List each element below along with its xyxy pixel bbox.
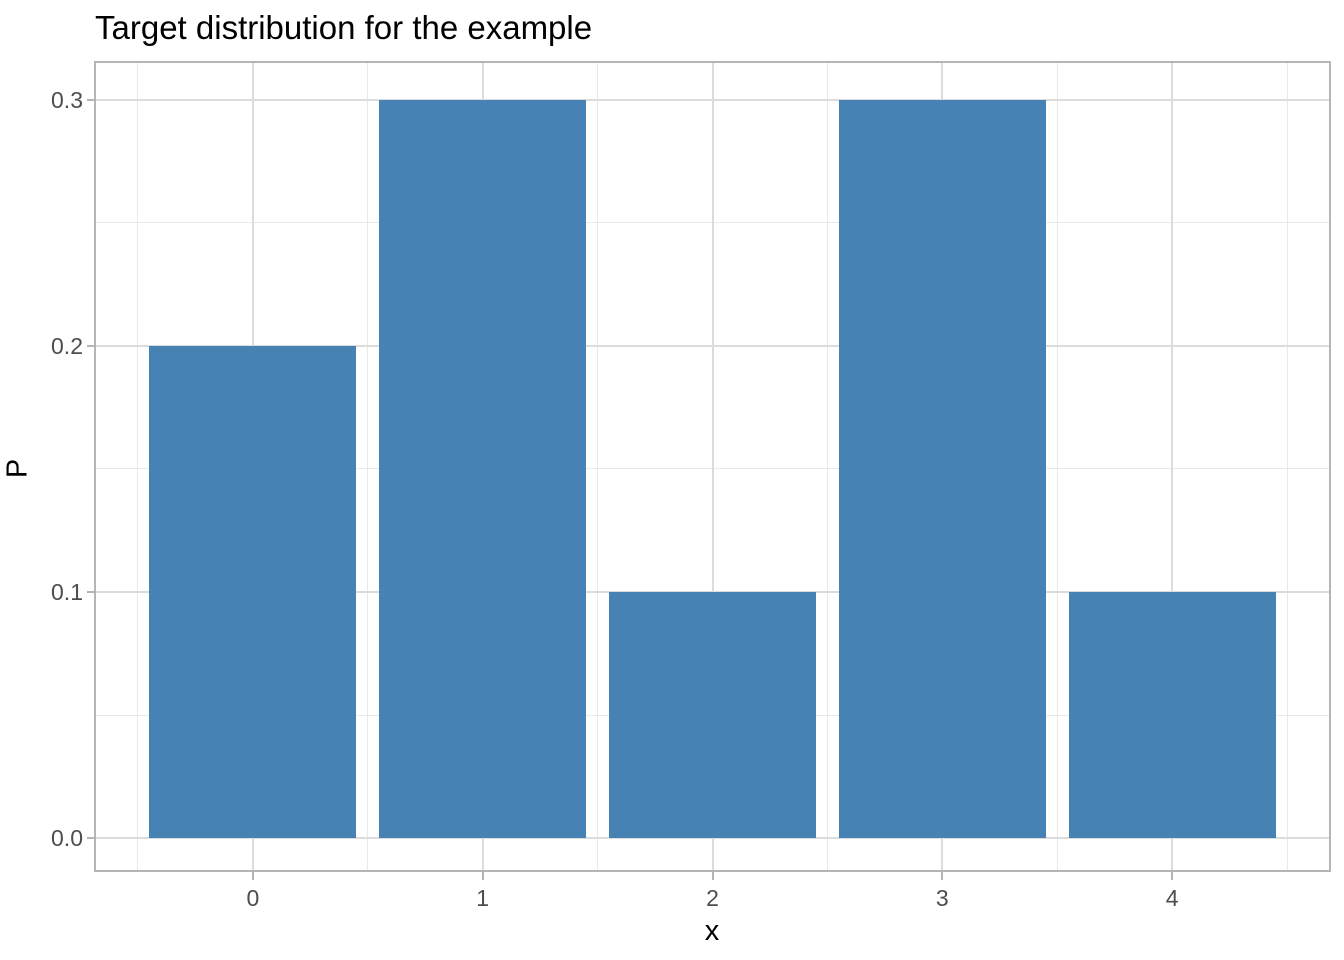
bar-x4 [1068,591,1276,838]
x-tick-mark [481,872,484,880]
y-tick-mark [87,837,95,840]
y-axis-title: P [1,458,34,479]
y-tick-mark [87,344,95,347]
y-tick-label: 0.1 [51,578,83,605]
gridline-minor-x [597,62,599,871]
x-tick-mark [941,872,944,880]
bar-x2 [609,591,816,838]
x-tick-mark [1171,872,1174,880]
y-tick-mark [87,98,95,101]
gridline-major-x [1171,62,1174,871]
chart-title: Target distribution for the example [95,9,593,46]
gridline-minor-x [1286,62,1288,871]
x-tick-mark [251,872,254,880]
bar-x0 [149,345,357,838]
x-tick-label: 2 [706,885,719,911]
y-tick-label: 0.0 [51,825,83,852]
x-tick-label: 1 [476,885,490,911]
gridline-minor-x [826,62,828,871]
gridline-major-x [711,62,714,871]
x-tick-mark [711,872,714,880]
x-axis-title: x [704,915,720,947]
gridline-minor-x [137,62,139,871]
x-tick-label: 0 [246,885,260,911]
y-tick-label: 0.3 [51,86,83,113]
bar-x3 [838,99,1046,839]
y-tick-label: 0.2 [51,332,83,359]
y-tick-mark [87,590,95,593]
bar-x1 [379,99,587,839]
gridline-minor-x [367,62,369,871]
x-tick-label: 3 [935,885,949,911]
gridline-minor-x [1056,62,1058,871]
x-tick-label: 4 [1165,885,1179,911]
